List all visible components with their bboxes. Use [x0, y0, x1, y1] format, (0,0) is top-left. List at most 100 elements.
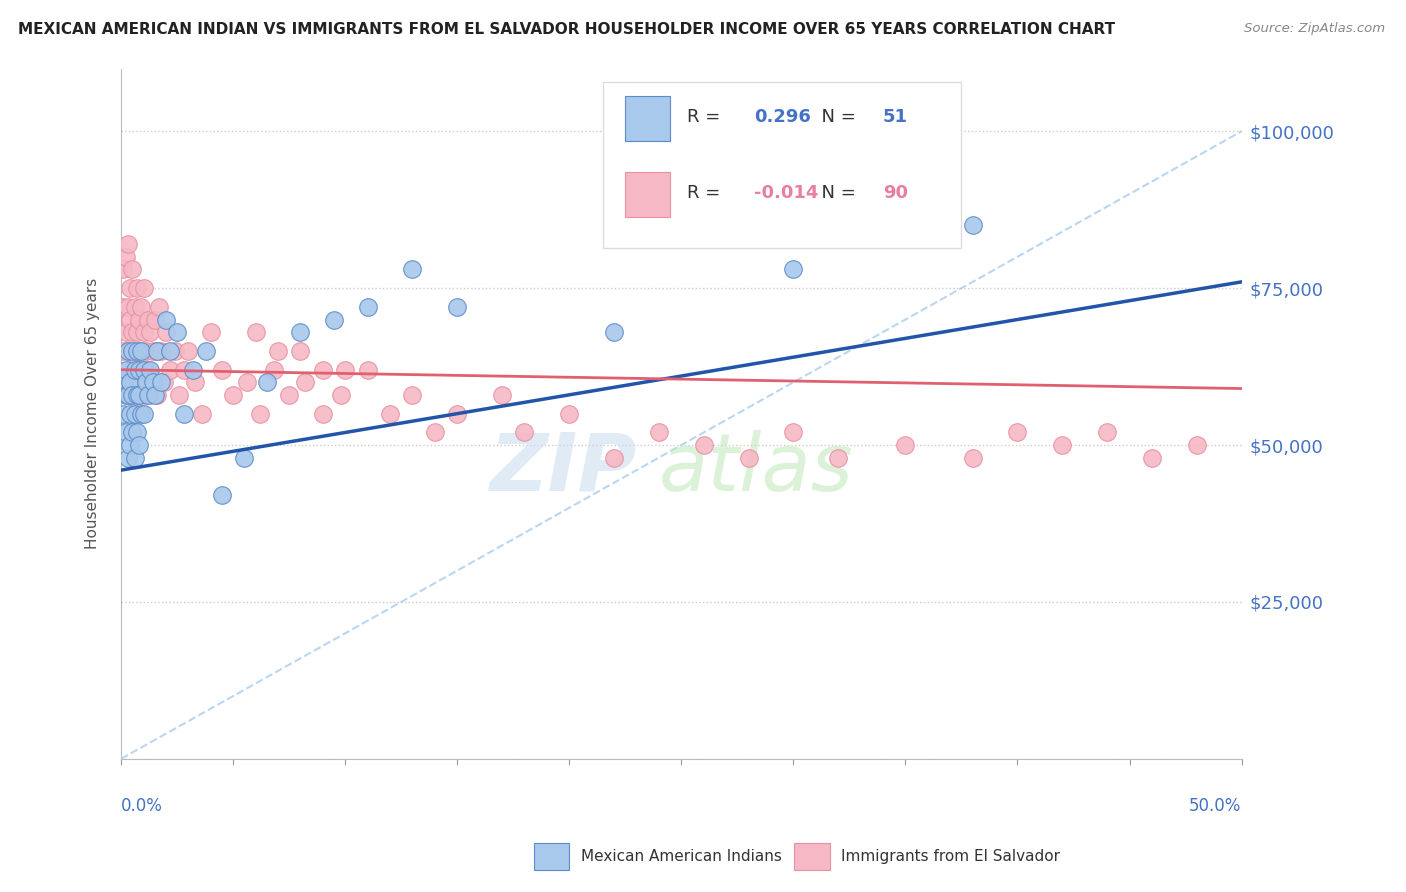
Point — [211, 488, 233, 502]
Point — [117, 388, 139, 402]
Point — [446, 300, 468, 314]
Point — [129, 343, 152, 358]
Point — [1052, 438, 1074, 452]
Point — [782, 425, 804, 440]
Point — [112, 262, 135, 277]
Point — [211, 362, 233, 376]
Point — [173, 362, 195, 376]
Point — [120, 438, 142, 452]
Point — [128, 362, 150, 376]
Point — [263, 362, 285, 376]
Point — [129, 388, 152, 402]
Text: Mexican American Indians: Mexican American Indians — [581, 849, 782, 863]
Point — [962, 450, 984, 465]
Point — [143, 388, 166, 402]
Text: atlas: atlas — [659, 430, 853, 508]
Point — [128, 362, 150, 376]
Point — [245, 325, 267, 339]
Point — [146, 343, 169, 358]
Point — [124, 450, 146, 465]
Point — [603, 325, 626, 339]
Point — [267, 343, 290, 358]
Point — [446, 407, 468, 421]
Point — [323, 312, 346, 326]
Point — [120, 312, 142, 326]
Point — [121, 425, 143, 440]
Point — [124, 407, 146, 421]
Point — [191, 407, 214, 421]
Text: Immigrants from El Salvador: Immigrants from El Salvador — [841, 849, 1060, 863]
Point — [135, 388, 157, 402]
Point — [195, 343, 218, 358]
Point — [125, 343, 148, 358]
Point — [491, 388, 513, 402]
Point — [121, 343, 143, 358]
Point — [150, 376, 173, 390]
Point — [143, 312, 166, 326]
Point — [128, 388, 150, 402]
Point — [132, 362, 155, 376]
Point — [120, 407, 142, 421]
Point — [278, 388, 301, 402]
Point — [121, 388, 143, 402]
Point — [124, 376, 146, 390]
Point — [329, 388, 352, 402]
Point — [136, 312, 159, 326]
Text: 0.296: 0.296 — [754, 108, 811, 126]
Point — [121, 262, 143, 277]
Point — [129, 343, 152, 358]
Point — [139, 362, 162, 376]
Point — [114, 425, 136, 440]
Point — [124, 300, 146, 314]
Point — [249, 407, 271, 421]
Point — [125, 325, 148, 339]
Point — [146, 388, 169, 402]
Point — [128, 388, 150, 402]
Point — [128, 438, 150, 452]
Point — [117, 388, 139, 402]
Point — [125, 388, 148, 402]
Point — [294, 376, 316, 390]
Text: 51: 51 — [883, 108, 908, 126]
Point — [112, 407, 135, 421]
Point — [117, 343, 139, 358]
Point — [1095, 425, 1118, 440]
Point — [184, 376, 207, 390]
Point — [117, 343, 139, 358]
Point — [159, 362, 181, 376]
Point — [356, 300, 378, 314]
Text: N =: N = — [810, 108, 862, 126]
Point — [135, 376, 157, 390]
Point — [112, 300, 135, 314]
Text: ZIP: ZIP — [489, 430, 637, 508]
Point — [737, 450, 759, 465]
Point — [117, 450, 139, 465]
Point — [782, 262, 804, 277]
Point — [513, 425, 536, 440]
Point — [121, 388, 143, 402]
Point — [117, 237, 139, 252]
Point — [129, 300, 152, 314]
Point — [112, 343, 135, 358]
Point — [356, 362, 378, 376]
Point — [141, 343, 163, 358]
Bar — [626, 172, 671, 217]
Point — [181, 362, 204, 376]
Point — [125, 425, 148, 440]
Point — [290, 325, 312, 339]
Point — [124, 362, 146, 376]
Text: N =: N = — [810, 184, 862, 202]
Bar — [626, 96, 671, 141]
Point — [150, 343, 173, 358]
Point — [423, 425, 446, 440]
Text: 0.0%: 0.0% — [121, 797, 163, 814]
Point — [827, 450, 849, 465]
Point — [1140, 450, 1163, 465]
Point — [894, 438, 917, 452]
Point — [132, 325, 155, 339]
Point — [128, 312, 150, 326]
Point — [401, 388, 423, 402]
Point — [121, 325, 143, 339]
Y-axis label: Householder Income Over 65 years: Householder Income Over 65 years — [86, 278, 100, 549]
Point — [114, 388, 136, 402]
